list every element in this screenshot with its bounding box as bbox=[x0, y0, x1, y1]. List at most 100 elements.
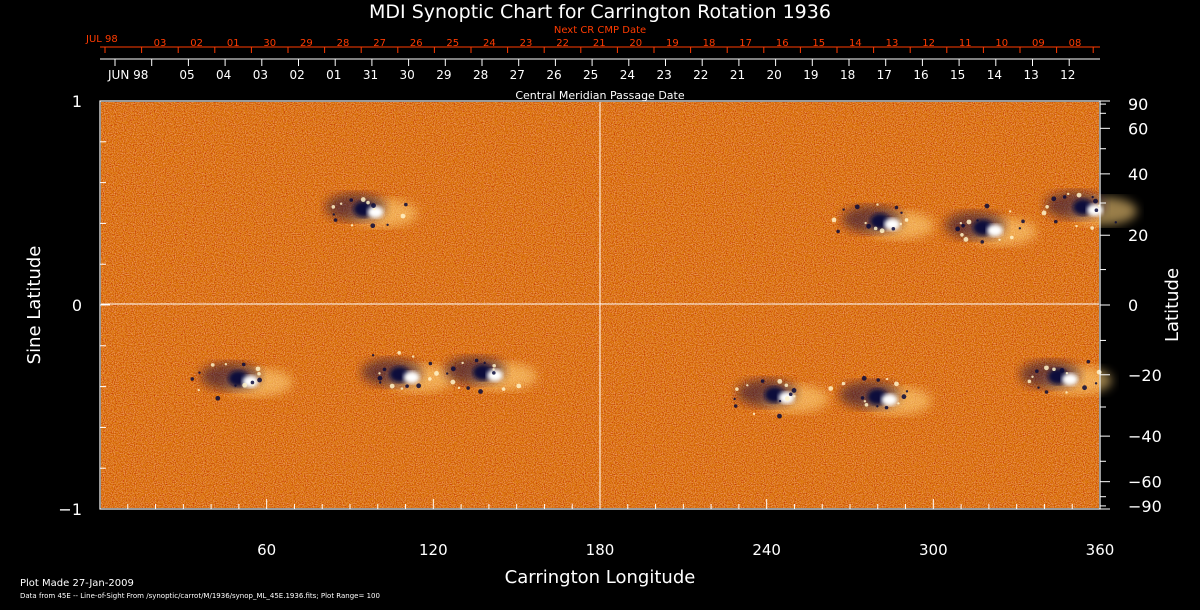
y-tick-label-right: 90 bbox=[1128, 95, 1148, 114]
next-cr-axis: Next CR CMP Date JUL 98 03 02 01 30 29 28 27 26… bbox=[85, 25, 1100, 53]
flux-fleck bbox=[400, 213, 406, 219]
flux-fleck bbox=[901, 394, 907, 400]
plot-made-note: Plot Made 27-Jan-2009 bbox=[20, 578, 134, 589]
flux-fleck bbox=[1052, 367, 1056, 372]
flux-fleck bbox=[899, 222, 903, 226]
y-tick-label-right: −20 bbox=[1128, 366, 1162, 385]
next-cr-date-label: 03 bbox=[154, 38, 167, 49]
flux-fleck bbox=[778, 399, 782, 403]
next-cr-date-label: 13 bbox=[886, 38, 899, 49]
flux-fleck bbox=[905, 390, 909, 393]
flux-fleck bbox=[752, 412, 756, 416]
flux-fleck bbox=[885, 377, 889, 381]
flux-fleck bbox=[466, 386, 470, 390]
flux-fleck bbox=[416, 383, 422, 389]
active-region bbox=[828, 375, 932, 415]
flux-fleck bbox=[366, 200, 370, 205]
flux-fleck bbox=[861, 375, 867, 381]
flux-fleck bbox=[891, 226, 896, 231]
cmp-date-label: 14 bbox=[987, 68, 1002, 82]
positive-spot bbox=[486, 369, 503, 382]
flux-fleck bbox=[501, 387, 506, 391]
next-cr-date-label: 12 bbox=[922, 38, 935, 49]
y-tick-label-left: −1 bbox=[58, 500, 82, 519]
flux-fleck bbox=[760, 379, 765, 383]
cmp-date-label: 20 bbox=[767, 68, 782, 82]
next-cr-date-label: 20 bbox=[629, 38, 642, 49]
flux-fleck bbox=[1051, 196, 1057, 202]
flux-fleck bbox=[371, 354, 375, 357]
flux-fleck bbox=[876, 203, 879, 206]
active-region bbox=[190, 362, 293, 401]
cmp-date-label: 27 bbox=[510, 68, 525, 82]
flux-fleck bbox=[428, 361, 433, 366]
flux-fleck bbox=[959, 221, 963, 225]
active-region bbox=[1019, 359, 1112, 395]
positive-spot bbox=[367, 206, 384, 219]
x-axis-label: Carrington Longitude bbox=[505, 567, 696, 588]
cmp-date-label: 30 bbox=[400, 68, 415, 82]
flux-fleck bbox=[350, 224, 354, 227]
cmp-date-label: 31 bbox=[363, 68, 378, 82]
flux-fleck bbox=[1093, 198, 1098, 204]
flux-fleck bbox=[450, 366, 456, 372]
next-cr-date-label: 26 bbox=[410, 38, 423, 49]
flux-fleck bbox=[784, 396, 790, 401]
y-axis-label-left: Sine Latitude bbox=[24, 246, 45, 365]
chart-title: MDI Synoptic Chart for Carrington Rotati… bbox=[369, 1, 831, 23]
flux-fleck bbox=[884, 405, 889, 410]
next-cr-date-label: 23 bbox=[520, 38, 533, 49]
flux-fleck bbox=[963, 237, 969, 242]
flux-fleck bbox=[777, 413, 782, 419]
active-region bbox=[325, 193, 418, 229]
flux-fleck bbox=[894, 381, 899, 387]
next-cr-date-label: 22 bbox=[556, 38, 569, 49]
flux-fleck bbox=[483, 361, 486, 365]
flux-fleck bbox=[836, 229, 840, 234]
flux-fleck bbox=[1008, 210, 1012, 213]
flux-fleck bbox=[198, 371, 201, 374]
active-region bbox=[944, 203, 1037, 246]
next-cr-date-label: 08 bbox=[1069, 38, 1082, 49]
flux-fleck bbox=[197, 388, 200, 392]
flux-fleck bbox=[1062, 195, 1067, 199]
flux-fleck bbox=[373, 207, 376, 211]
flux-fleck bbox=[371, 203, 376, 208]
flux-fleck bbox=[1096, 369, 1102, 375]
flux-fleck bbox=[349, 198, 354, 202]
next-cr-date-label: 21 bbox=[593, 38, 606, 49]
cmp-axis-title: Central Meridian Passage Date bbox=[515, 89, 684, 102]
flux-fleck bbox=[1031, 375, 1034, 378]
y-tick-label-right: 60 bbox=[1128, 119, 1148, 138]
flux-fleck bbox=[1044, 390, 1049, 394]
y-tick-label-right: −40 bbox=[1128, 427, 1162, 446]
flux-fleck bbox=[478, 389, 483, 394]
flux-fleck bbox=[1045, 205, 1049, 209]
flux-fleck bbox=[1082, 385, 1087, 391]
flux-fleck bbox=[411, 355, 415, 358]
flux-fleck bbox=[788, 392, 793, 397]
flux-fleck bbox=[1065, 372, 1069, 375]
y-tick-label-right: −60 bbox=[1128, 473, 1162, 492]
cmp-date-label: 25 bbox=[583, 68, 598, 82]
flux-fleck bbox=[333, 218, 338, 222]
cmp-date-label: 01 bbox=[326, 68, 341, 82]
flux-fleck bbox=[445, 372, 449, 375]
data-source-note: Data from 45E -- Line-of-Sight From /syn… bbox=[20, 592, 380, 600]
flux-fleck bbox=[1086, 359, 1091, 364]
flux-fleck bbox=[210, 363, 215, 367]
next-cr-date-label: 02 bbox=[190, 38, 203, 49]
flux-fleck bbox=[793, 395, 796, 398]
active-region bbox=[444, 356, 537, 394]
flux-fleck bbox=[386, 223, 389, 227]
next-cr-date-label: 09 bbox=[1032, 38, 1045, 49]
flux-fleck bbox=[339, 202, 343, 205]
flux-fleck bbox=[873, 226, 878, 231]
flux-fleck bbox=[1021, 219, 1025, 224]
flux-fleck bbox=[257, 372, 261, 376]
flux-fleck bbox=[1065, 391, 1068, 394]
flux-fleck bbox=[234, 384, 237, 387]
cmp-date-label: 12 bbox=[1060, 68, 1075, 82]
y-tick-label-right: 0 bbox=[1128, 296, 1138, 315]
flux-fleck bbox=[733, 404, 738, 408]
